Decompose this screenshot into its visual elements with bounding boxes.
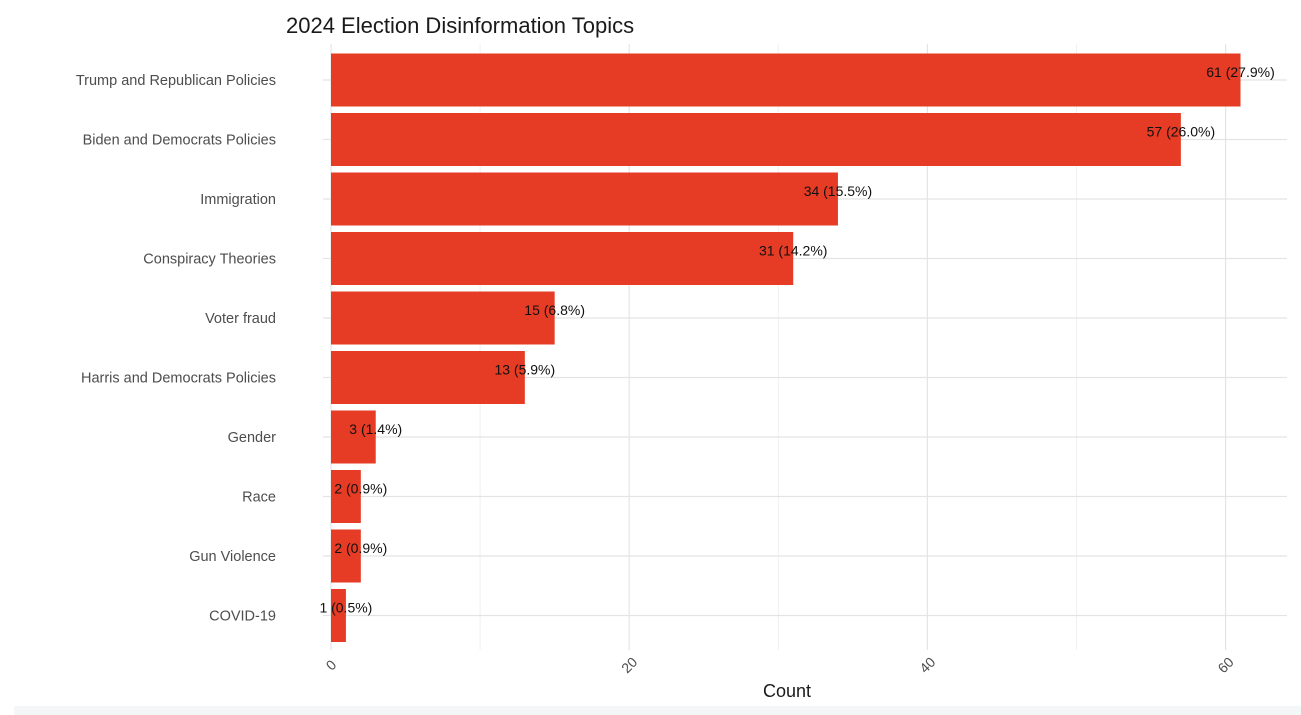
data-label-6: 3 (1.4%) [349, 421, 402, 437]
category-label-7: Race [242, 490, 276, 506]
x-axis: 0 20 40 60 [323, 654, 1237, 676]
data-label-7: 2 (0.9%) [334, 481, 387, 497]
chart-title: 2024 Election Disinformation Topics [286, 13, 634, 38]
x-tick-label-3: 60 [1214, 654, 1236, 676]
bar-3 [331, 232, 794, 285]
bar-7 [331, 470, 361, 523]
bar-0 [331, 53, 1241, 107]
category-label-6: Gender [228, 430, 277, 446]
category-label-1: Biden and Democrats Policies [83, 133, 276, 149]
bar-4 [331, 291, 555, 345]
category-label-3: Conspiracy Theories [143, 252, 276, 268]
bar-2 [331, 172, 838, 226]
bar-6 [331, 410, 376, 464]
data-label-2: 34 (15.5%) [804, 183, 872, 199]
category-label-0: Trump and Republican Policies [76, 73, 276, 89]
bar-8 [331, 529, 361, 583]
data-label-0: 61 (27.9%) [1206, 64, 1274, 80]
data-label-5: 13 (5.9%) [494, 362, 555, 378]
data-label-3: 31 (14.2%) [759, 243, 827, 259]
data-labels: 61 (27.9%) 57 (26.0%) 34 (15.5%) 31 (14.2%)… [319, 64, 1274, 616]
category-label-2: Immigration [200, 192, 276, 208]
x-tick-label-1: 20 [618, 654, 640, 676]
data-label-4: 15 (6.8%) [524, 302, 585, 318]
x-tick-label-0: 0 [323, 656, 340, 673]
bars [331, 53, 1241, 642]
category-label-9: COVID-19 [209, 609, 276, 625]
y-axis: Trump and Republican Policies Biden and D… [76, 73, 276, 625]
data-label-9: 1 (0.5%) [319, 600, 372, 616]
bar-1 [331, 113, 1181, 166]
bar-5 [331, 351, 525, 404]
data-label-1: 57 (26.0%) [1147, 124, 1215, 140]
bottom-strip [14, 706, 1301, 715]
category-label-8: Gun Violence [189, 549, 276, 565]
category-label-5: Harris and Democrats Policies [81, 371, 276, 387]
x-tick-label-2: 40 [916, 654, 938, 676]
data-label-8: 2 (0.9%) [334, 540, 387, 556]
category-label-4: Voter fraud [205, 311, 276, 327]
x-axis-title: Count [763, 681, 811, 701]
bar-9 [331, 589, 346, 642]
